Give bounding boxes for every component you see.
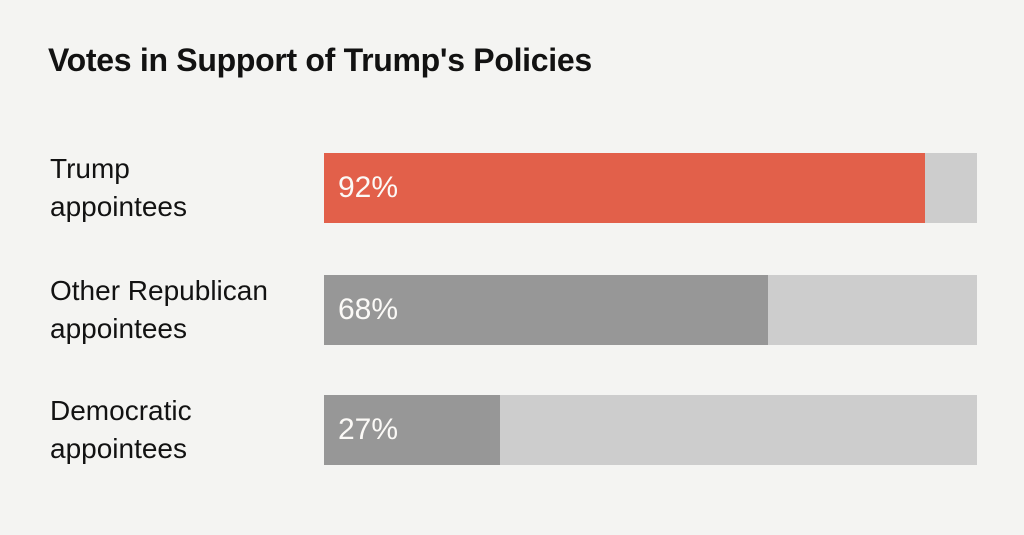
category-label-line: appointees bbox=[50, 191, 188, 222]
category-label-line: appointees bbox=[50, 313, 188, 344]
category-label-line: Democratic bbox=[50, 395, 192, 426]
chart-title: Votes in Support of Trump's Policies bbox=[48, 42, 592, 78]
row-other-republican-appointees: Other Republican appointees 68% bbox=[0, 275, 1024, 345]
category-label-trump-appointees: Trump appointees bbox=[50, 150, 187, 226]
bar-fill-democratic-appointees: 27% bbox=[324, 395, 501, 465]
category-label-line: Other Republican bbox=[50, 275, 268, 306]
category-label-line: appointees bbox=[50, 433, 188, 464]
bar-track: 92% bbox=[324, 153, 977, 223]
bar-fill-trump-appointees: 92% bbox=[324, 153, 925, 223]
row-trump-appointees: Trump appointees 92% bbox=[0, 153, 1024, 223]
row-democratic-appointees: Democratic appointees 27% bbox=[0, 395, 1024, 465]
bar-fill-other-republican-appointees: 68% bbox=[324, 275, 769, 345]
category-label-line: Trump bbox=[50, 153, 130, 184]
bar-value-label: 27% bbox=[338, 413, 399, 446]
bar-track: 68% bbox=[324, 275, 977, 345]
category-label-democratic-appointees: Democratic appointees bbox=[50, 392, 192, 468]
bar-track: 27% bbox=[324, 395, 977, 465]
category-label-other-republican-appointees: Other Republican appointees bbox=[50, 272, 268, 348]
bar-value-label: 68% bbox=[338, 293, 399, 326]
bar-value-label: 92% bbox=[338, 171, 399, 204]
